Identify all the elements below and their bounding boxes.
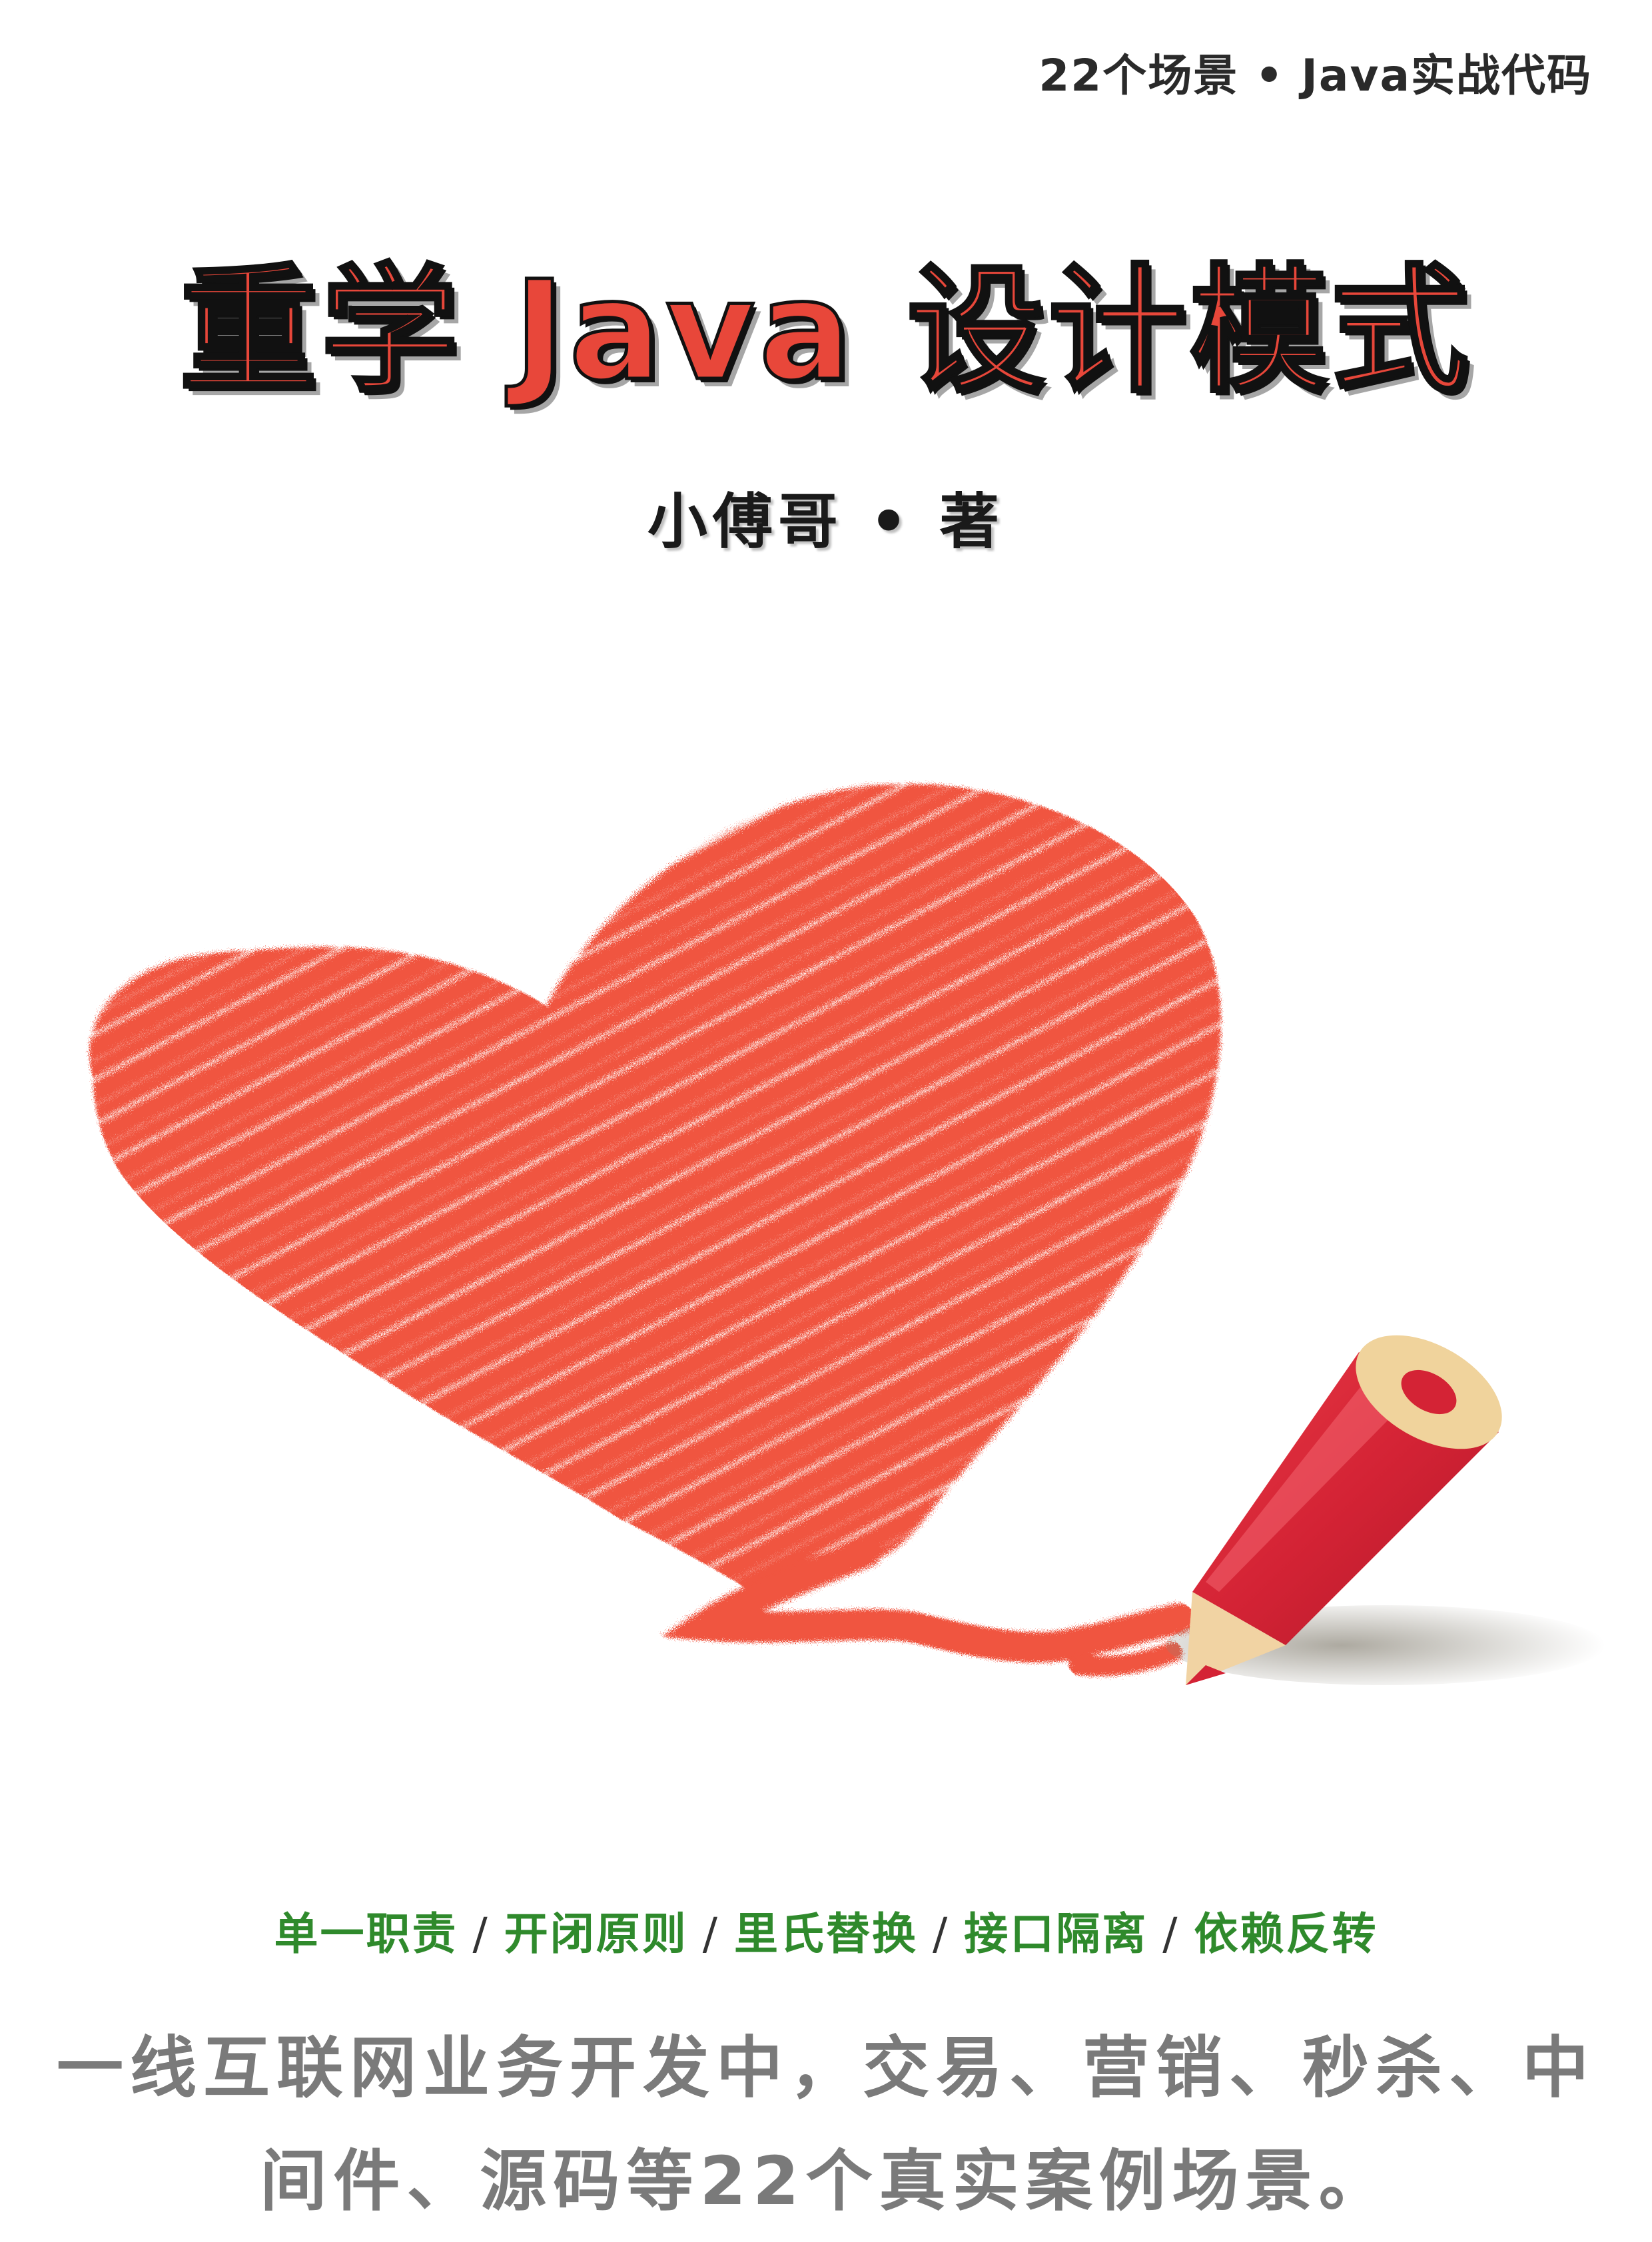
principle-separator: / [472,1908,490,1960]
book-description: 一线互联网业务开发中，交易、营销、秒杀、中间件、源码等22个真实案例场景。 [57,2029,1595,2220]
design-principles: 单一职责 / 开闭原则 / 里氏替换 / 接口隔离 / 依赖反转 [0,1898,1652,1962]
principle-isp: 接口隔离 [964,1908,1148,1960]
book-title: 重学 Java 设计模式 [178,250,1473,413]
principle-lsp: 里氏替换 [734,1908,918,1960]
principle-dip: 依赖反转 [1194,1908,1378,1960]
cover-artwork [89,783,1605,1685]
principle-srp: 单一职责 [274,1908,458,1960]
series-tagline: 22个场景 • Java实战代码 [1038,50,1592,101]
principle-separator: / [1162,1908,1180,1960]
red-pencil-icon [1186,1335,1502,1685]
principle-separator: / [933,1908,950,1960]
principle-separator: / [702,1908,719,1960]
author-line: 小傅哥 • 著 [647,487,1005,557]
heart-scribble-icon [89,783,1221,1677]
principle-ocp: 开闭原则 [504,1908,688,1960]
